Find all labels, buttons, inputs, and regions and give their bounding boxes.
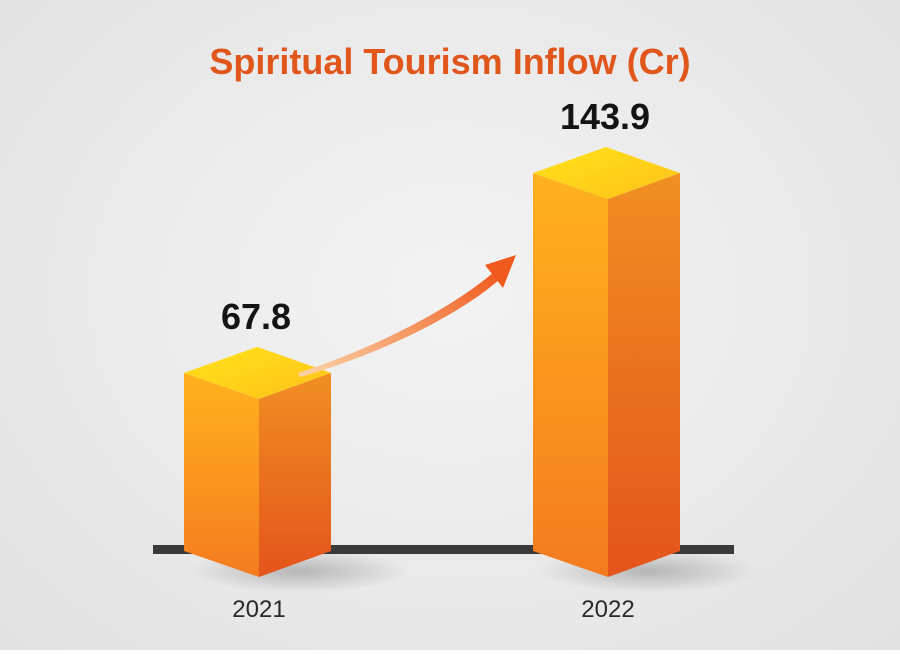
chart-title: Spiritual Tourism Inflow (Cr): [209, 41, 690, 82]
value-label: 143.9: [560, 96, 650, 137]
trend-arrow: [298, 255, 516, 377]
bar-front-face: [184, 372, 259, 577]
bar-side-face: [608, 173, 680, 577]
bar-front-face: [533, 173, 608, 577]
bars: [184, 147, 680, 577]
trend-arrow-head: [485, 255, 516, 288]
category-label: 2021: [232, 596, 285, 623]
bar-side-face: [259, 372, 331, 577]
bar-2021: [184, 346, 331, 577]
bar-top-face: [184, 346, 331, 399]
baseline: [153, 545, 734, 554]
bar-2022: [533, 147, 680, 577]
value-label: 67.8: [221, 296, 291, 337]
trend-arrow-shaft: [298, 272, 499, 377]
value-labels: 67.8 143.9: [221, 96, 650, 337]
bar-top-face: [533, 147, 680, 199]
category-label: 2022: [581, 596, 634, 623]
category-labels: 2021 2022: [232, 596, 634, 623]
